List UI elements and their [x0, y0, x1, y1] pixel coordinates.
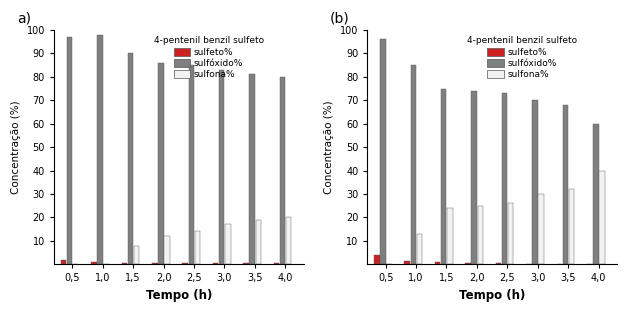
Text: (b): (b) [330, 11, 350, 25]
Bar [243, 263, 249, 264]
X-axis label: Tempo (h): Tempo (h) [459, 289, 525, 302]
Bar [435, 262, 440, 264]
Bar [599, 171, 605, 264]
Legend: sulfeto%, sulfóxido%, sulfona%: sulfeto%, sulfóxido%, sulfona% [152, 34, 266, 81]
Bar [416, 234, 422, 264]
Bar [533, 100, 538, 264]
Bar [183, 263, 188, 264]
Bar [249, 74, 255, 264]
Bar [122, 263, 127, 264]
Bar [219, 70, 224, 264]
Bar [447, 208, 453, 264]
Bar [274, 263, 279, 264]
Y-axis label: Concentração (%): Concentração (%) [11, 100, 21, 194]
Bar [374, 255, 379, 264]
Bar [127, 54, 133, 264]
Bar [508, 203, 514, 264]
Bar [465, 263, 471, 264]
X-axis label: Tempo (h): Tempo (h) [146, 289, 212, 302]
Bar [280, 77, 285, 264]
Bar [286, 218, 291, 264]
Bar [225, 224, 230, 264]
Text: a): a) [17, 11, 31, 25]
Bar [134, 246, 139, 264]
Bar [563, 105, 568, 264]
Bar [97, 35, 103, 264]
Bar [164, 236, 170, 264]
Bar [404, 261, 410, 264]
Bar [495, 263, 501, 264]
Bar [61, 259, 66, 264]
Bar [195, 232, 200, 264]
Bar [411, 65, 416, 264]
Bar [569, 189, 574, 264]
Bar [256, 220, 261, 264]
Bar [502, 93, 507, 264]
Bar [538, 194, 544, 264]
Legend: sulfeto%, sulfóxido%, sulfona%: sulfeto%, sulfóxido%, sulfona% [465, 34, 579, 81]
Bar [67, 37, 72, 264]
Bar [472, 91, 477, 264]
Bar [477, 206, 483, 264]
Bar [380, 39, 386, 264]
Bar [152, 263, 158, 264]
Bar [213, 263, 219, 264]
Bar [188, 65, 194, 264]
Bar [158, 63, 164, 264]
Bar [91, 262, 97, 264]
Bar [593, 124, 598, 264]
Y-axis label: Concentração (%): Concentração (%) [325, 100, 335, 194]
Bar [441, 89, 447, 264]
